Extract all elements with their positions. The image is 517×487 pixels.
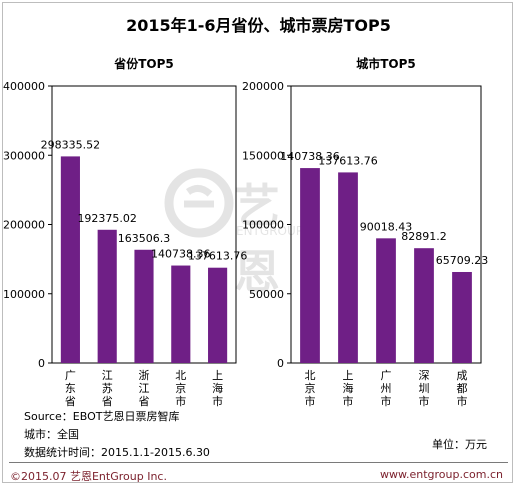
city-ytick-label: 50000 — [249, 288, 284, 301]
province-category-label: 广东省 — [65, 369, 76, 408]
city-category-label: 北京市 — [305, 369, 316, 408]
province-ytick-label: 300000 — [3, 149, 45, 162]
province-value-label: 140738.36 — [151, 248, 211, 261]
city-bar — [414, 248, 434, 363]
province-category-label: 浙江省 — [139, 369, 150, 408]
province-bar — [134, 249, 154, 363]
province-value-label: 298335.52 — [41, 138, 101, 151]
chart-frame — [2, 2, 513, 483]
province-ytick-label: 400000 — [3, 80, 45, 93]
website-link[interactable]: www.entgroup.com.cn — [380, 468, 503, 481]
city-ytick-label: 0 — [277, 357, 284, 370]
city-category-label: 上海市 — [343, 369, 354, 408]
footer-divider — [9, 462, 508, 463]
province-bar — [60, 156, 80, 363]
province-ytick-label: 0 — [38, 357, 45, 370]
province-bar — [208, 267, 228, 363]
copyright-text: ©2015.07 艺恩EntGroup Inc. — [10, 470, 167, 483]
province-category-label: 北京市 — [175, 369, 186, 408]
province-bar — [97, 229, 117, 363]
city-bar — [338, 172, 358, 363]
province-bar — [171, 265, 191, 363]
city-value-label: 90018.43 — [360, 220, 413, 233]
city-category-label: 成都市 — [457, 369, 468, 408]
province-ytick-label: 100000 — [3, 288, 45, 301]
unit-note: 单位：万元 — [432, 438, 487, 451]
city-category-label: 深圳市 — [419, 369, 430, 408]
city-value-label: 65709.23 — [436, 254, 489, 267]
province-ytick-label: 200000 — [3, 219, 45, 232]
source-note: Source：EBOT艺恩日票房智库 — [24, 410, 180, 423]
city-bar — [452, 271, 472, 363]
city-ytick-label: 100000 — [242, 219, 284, 232]
main-title: 2015年1-6月省份、城市票房TOP5 — [126, 16, 391, 35]
city-bar — [300, 168, 320, 363]
city-note: 城市：全国 — [24, 428, 79, 441]
city-chart-title: 城市TOP5 — [356, 56, 416, 71]
province-value-label: 192375.02 — [77, 212, 137, 225]
province-value-label: 137613.76 — [188, 250, 248, 263]
province-value-label: 163506.3 — [118, 232, 171, 245]
city-value-label: 140738.36 — [280, 150, 340, 163]
city-ytick-label: 150000 — [242, 149, 284, 162]
province-category-label: 上海市 — [212, 369, 223, 408]
city-value-label: 82891.2 — [401, 230, 447, 243]
province-category-label: 江苏省 — [102, 369, 113, 408]
province-chart-title: 省份TOP5 — [113, 56, 174, 71]
city-bar — [376, 238, 396, 363]
city-ytick-label: 200000 — [242, 80, 284, 93]
period-note: 数据统计时间：2015.1.1-2015.6.30 — [24, 446, 210, 459]
province-chart: 省份TOP5 0 100000 200000 300000 400000 298335.52… — [3, 56, 247, 408]
city-category-label: 广州市 — [381, 369, 392, 408]
city-chart: 城市TOP5 0 50000 100000 150000 200000 140738.36 北… — [242, 56, 488, 408]
city-value-label: 137613.76 — [318, 154, 378, 167]
